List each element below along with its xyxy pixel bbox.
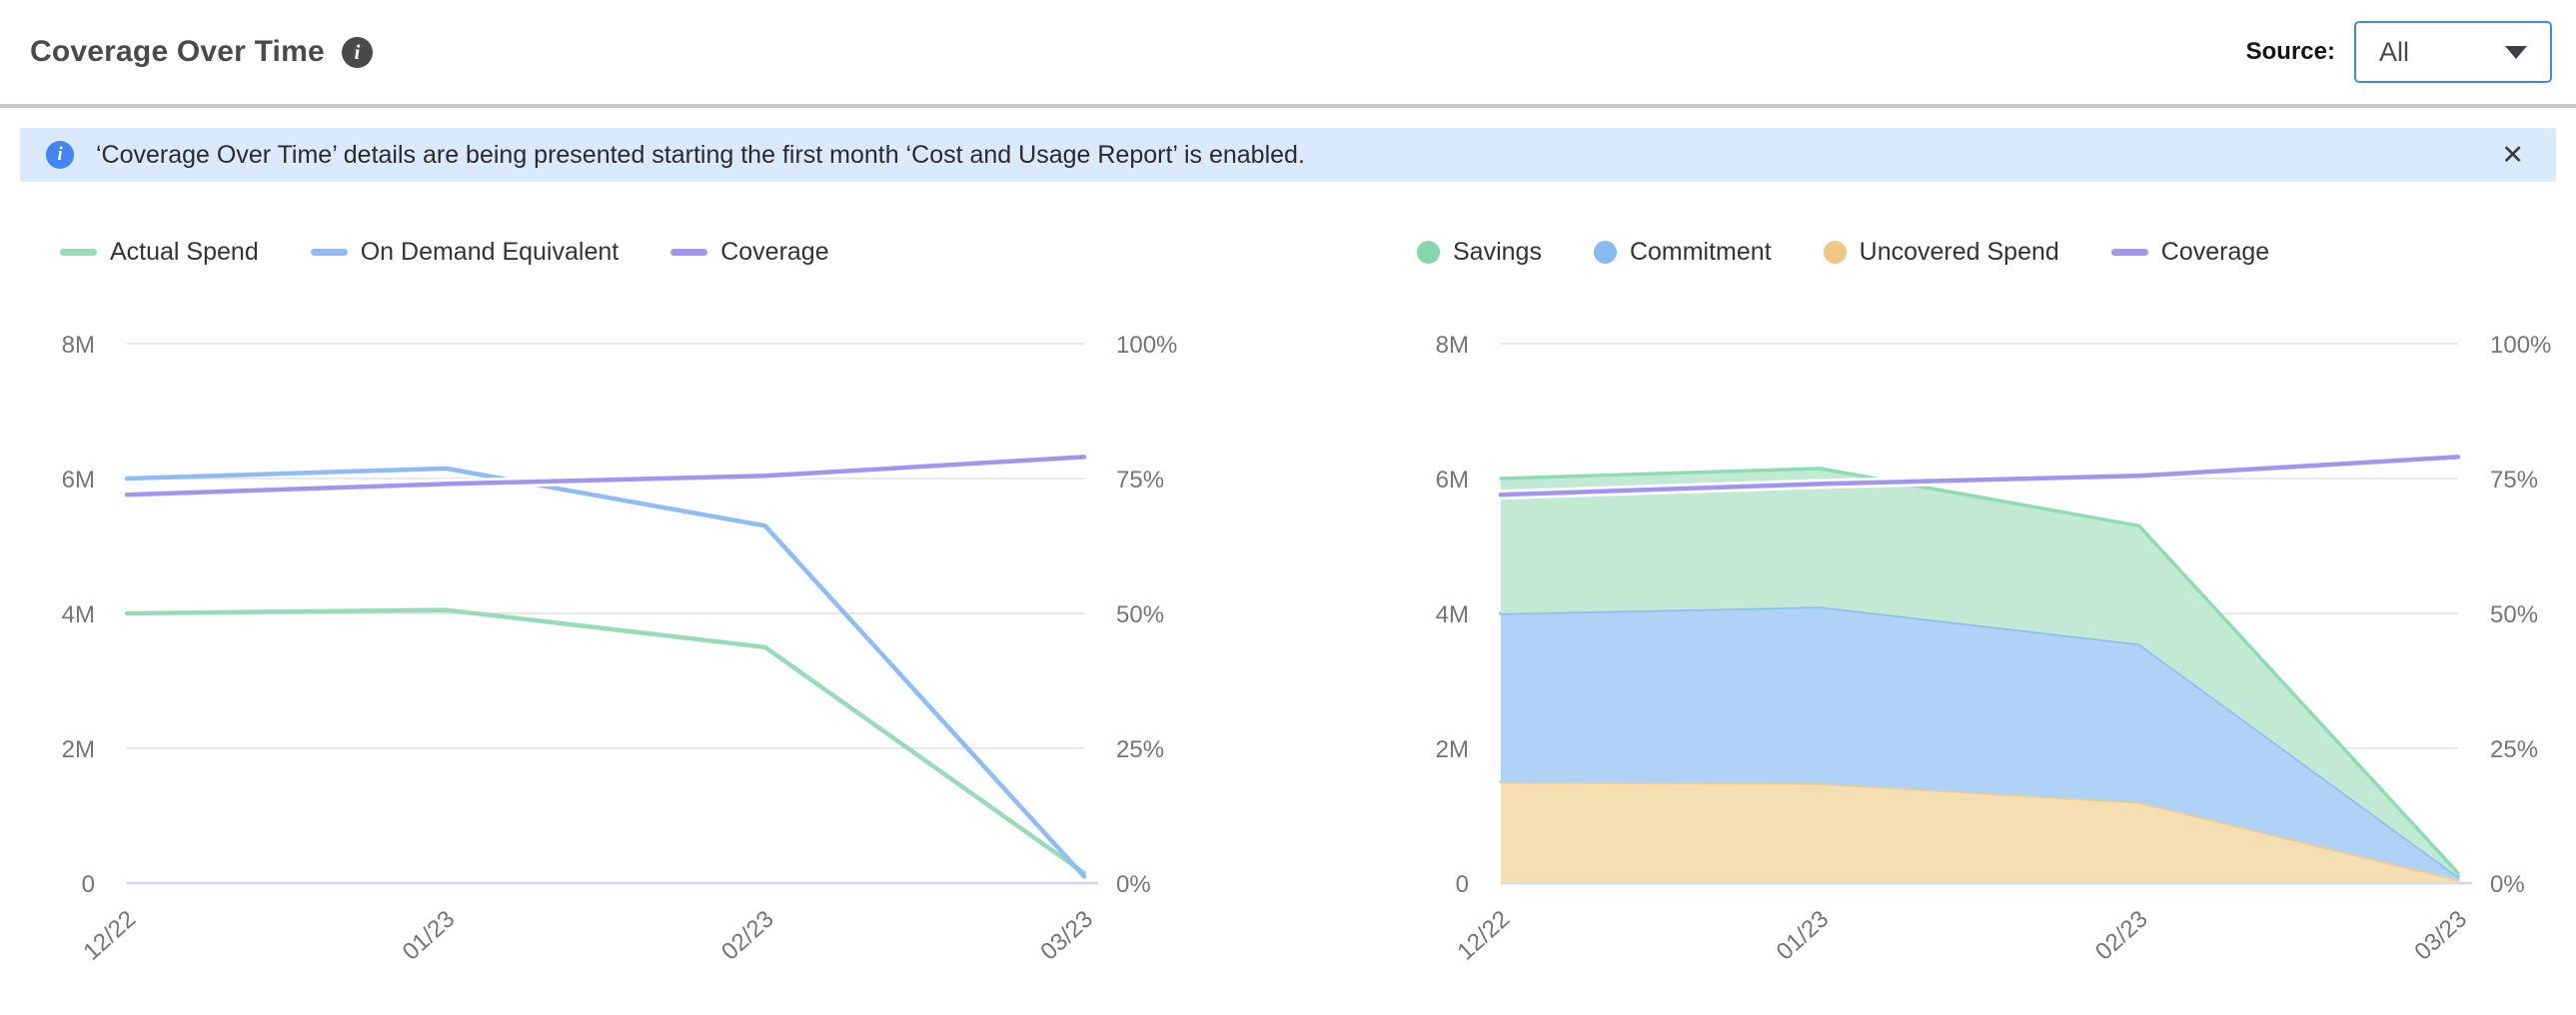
line-chart-legend: Actual Spend On Demand Equivalent Coverage bbox=[30, 228, 1177, 276]
legend-label: Savings bbox=[1453, 237, 1542, 266]
close-icon[interactable]: ✕ bbox=[2501, 139, 2524, 170]
y-right-tick-label: 75% bbox=[1116, 467, 1164, 494]
title-group: Coverage Over Time i bbox=[30, 35, 373, 69]
legend-item-coverage[interactable]: Coverage bbox=[2110, 237, 2270, 267]
legend-label: Uncovered Spend bbox=[1859, 237, 2059, 266]
y-right-tick-label: 0% bbox=[2490, 871, 2525, 898]
legend-swatch-on-demand-equivalent bbox=[310, 248, 348, 256]
legend-item-actual-spend[interactable]: Actual Spend bbox=[60, 238, 259, 267]
area-chart-legend: Savings Commitment Uncovered Spend Coverage bbox=[1404, 228, 2551, 276]
legend-item-commitment[interactable]: Commitment bbox=[1593, 237, 1772, 267]
y-left-tick-label: 0 bbox=[82, 871, 95, 898]
coverage-line bbox=[1498, 455, 2461, 498]
legend-swatch-commitment bbox=[1593, 240, 1617, 264]
savings-area bbox=[1501, 468, 2458, 877]
x-tick-label: 02/23 bbox=[2090, 905, 2153, 965]
header-divider bbox=[0, 104, 2576, 108]
uncovered-spend-area bbox=[1501, 781, 2458, 883]
source-group: Source: All bbox=[2246, 21, 2552, 83]
legend-item-uncovered-spend[interactable]: Uncovered Spend bbox=[1823, 237, 2059, 267]
spend-line-chart-panel: Actual Spend On Demand Equivalent Coverage… bbox=[30, 228, 1177, 1012]
y-left-tick-label: 4M bbox=[62, 601, 95, 628]
y-right-tick-label: 50% bbox=[2490, 601, 2538, 628]
y-left-tick-label: 8M bbox=[62, 332, 95, 359]
info-banner-text: ‘Coverage Over Time’ details are being p… bbox=[96, 140, 1305, 169]
y-left-tick-label: 8M bbox=[1436, 332, 1469, 359]
x-tick-label: 02/23 bbox=[716, 905, 779, 965]
charts-row: Actual Spend On Demand Equivalent Coverage… bbox=[0, 228, 2576, 1012]
y-right-tick-label: 100% bbox=[1116, 332, 1177, 359]
y-right-tick-label: 25% bbox=[1116, 736, 1164, 763]
x-tick-label: 03/23 bbox=[1035, 905, 1098, 965]
y-left-tick-label: 2M bbox=[62, 736, 95, 763]
y-left-tick-label: 2M bbox=[1436, 736, 1469, 763]
x-tick-label: 12/22 bbox=[1452, 905, 1515, 965]
legend-item-coverage[interactable]: Coverage bbox=[670, 237, 829, 267]
legend-label: Coverage bbox=[2160, 237, 2270, 266]
y-left-tick-label: 6M bbox=[62, 467, 95, 494]
legend-label: On Demand Equivalent bbox=[360, 237, 620, 266]
commitment-area bbox=[1501, 606, 2458, 880]
banner-info-icon: i bbox=[46, 141, 74, 169]
y-right-tick-label: 50% bbox=[1116, 601, 1164, 628]
chevron-down-icon bbox=[2505, 45, 2527, 59]
legend-label: Commitment bbox=[1629, 237, 1772, 266]
x-tick-label: 12/22 bbox=[78, 905, 141, 965]
panel-header: Coverage Over Time i Source: All bbox=[0, 0, 2576, 104]
line-chart: 0 2M 4M 6M 8M 0% 25% 50% 75% 100% 12/22 01/23 02/23 0… bbox=[30, 292, 1178, 1012]
savings-area-edge bbox=[1499, 467, 2460, 875]
chart-svg-spend-vs-on-demand: 0 2M 4M 6M 8M 0% 25% 50% 75% 100% 12/22 01/23 02/23 0… bbox=[62, 332, 1178, 966]
coverage-line bbox=[124, 455, 1087, 498]
legend-swatch-coverage bbox=[2110, 248, 2148, 256]
legend-swatch-coverage bbox=[670, 248, 708, 256]
legend-swatch-actual-spend bbox=[60, 248, 97, 256]
y-left-tick-label: 0 bbox=[1456, 871, 1469, 898]
page-title: Coverage Over Time bbox=[30, 35, 325, 68]
on-demand-equivalent-line bbox=[124, 466, 1087, 879]
info-banner: i ‘Coverage Over Time’ details are being… bbox=[20, 128, 2556, 182]
y-left-tick-label: 6M bbox=[1436, 467, 1469, 494]
commitment-area-edge bbox=[1499, 604, 2460, 879]
source-dropdown[interactable]: All bbox=[2354, 21, 2552, 83]
area-chart: 0 2M 4M 6M 8M 0% 25% 50% 75% 100% 12/22 01/23 02/23 0… bbox=[1404, 292, 2552, 1012]
chart-svg-savings-commitment-uncovered: 0 2M 4M 6M 8M 0% 25% 50% 75% 100% 12/22 01/23 02/23 0… bbox=[1436, 332, 2552, 966]
stacked-area-chart-panel: Savings Commitment Uncovered Spend Coverage… bbox=[1404, 228, 2551, 1012]
actual-spend-line bbox=[124, 607, 1087, 876]
y-left-tick-label: 4M bbox=[1436, 601, 1469, 628]
x-tick-label: 01/23 bbox=[1772, 905, 1835, 965]
x-tick-label: 03/23 bbox=[2409, 905, 2472, 965]
y-right-tick-label: 0% bbox=[1116, 871, 1151, 898]
legend-swatch-uncovered-spend bbox=[1823, 240, 1847, 264]
legend-item-on-demand-equivalent[interactable]: On Demand Equivalent bbox=[310, 237, 620, 267]
source-dropdown-value: All bbox=[2379, 36, 2410, 67]
info-icon[interactable]: i bbox=[341, 36, 373, 68]
legend-item-savings[interactable]: Savings bbox=[1417, 238, 1542, 267]
legend-label: Coverage bbox=[720, 237, 829, 266]
legend-swatch-savings bbox=[1417, 240, 1440, 264]
source-label: Source: bbox=[2245, 38, 2335, 65]
y-right-tick-label: 100% bbox=[2490, 332, 2551, 359]
legend-label: Actual Spend bbox=[110, 237, 259, 266]
x-tick-label: 01/23 bbox=[398, 905, 461, 965]
y-right-tick-label: 75% bbox=[2490, 467, 2538, 494]
y-right-tick-label: 25% bbox=[2490, 736, 2538, 763]
